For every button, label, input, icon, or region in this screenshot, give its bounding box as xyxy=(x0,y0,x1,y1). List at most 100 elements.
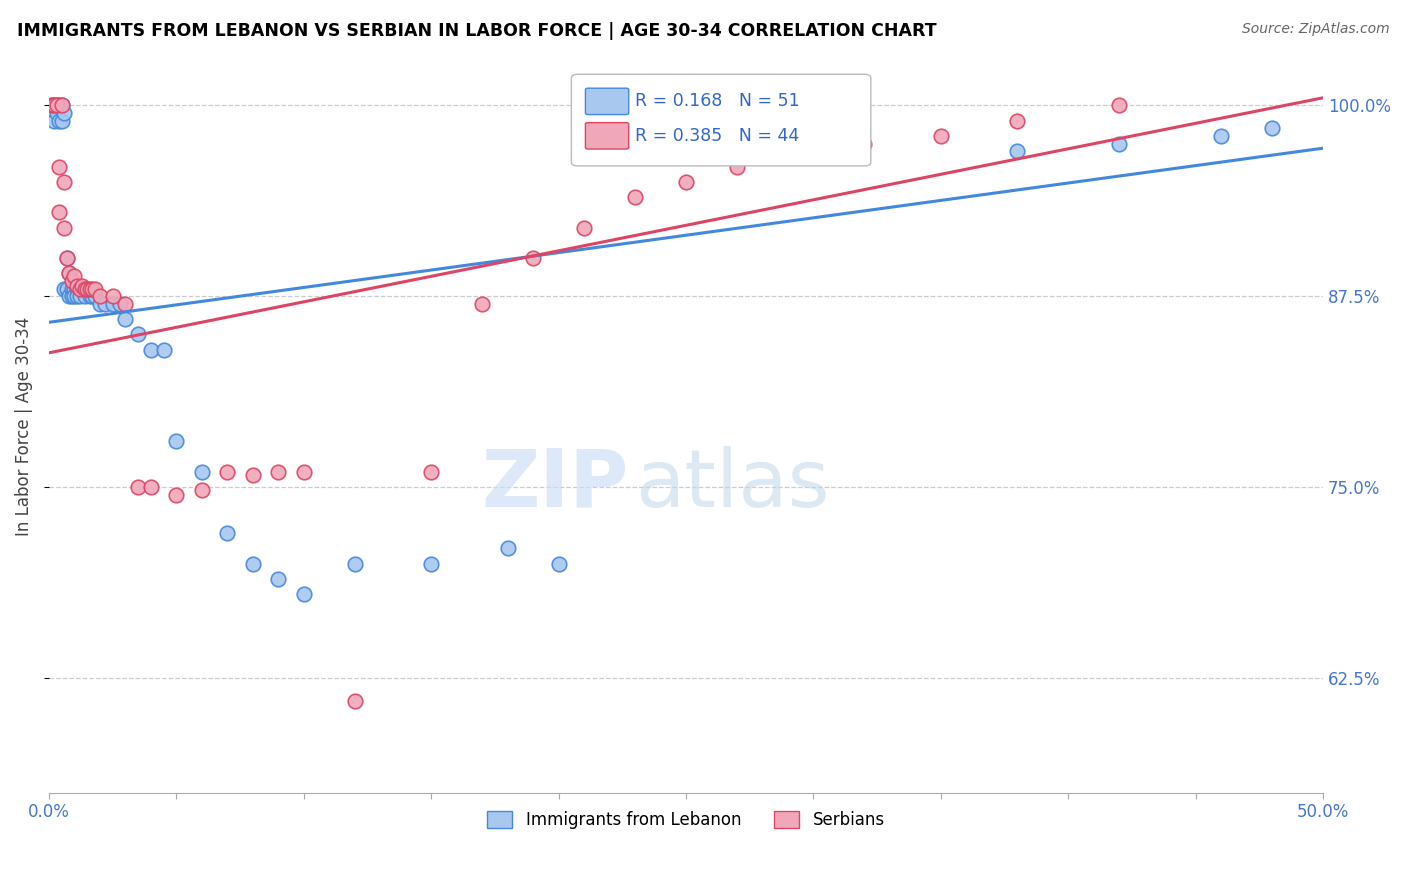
Point xyxy=(89,297,111,311)
Point xyxy=(101,289,124,303)
Point xyxy=(853,136,876,151)
Point xyxy=(803,145,825,159)
FancyBboxPatch shape xyxy=(571,74,870,166)
Point xyxy=(110,297,132,311)
Point xyxy=(79,289,101,303)
Point xyxy=(572,220,595,235)
Point xyxy=(165,434,187,449)
Point xyxy=(58,267,80,281)
Point xyxy=(48,98,70,112)
Text: atlas: atlas xyxy=(636,446,830,524)
Point xyxy=(63,269,86,284)
Point xyxy=(76,282,98,296)
Point xyxy=(1211,128,1233,143)
Point xyxy=(191,483,214,498)
Point xyxy=(48,113,70,128)
Point xyxy=(48,205,70,219)
Point xyxy=(929,128,952,143)
Point xyxy=(66,289,89,303)
Y-axis label: In Labor Force | Age 30-34: In Labor Force | Age 30-34 xyxy=(15,317,32,536)
Point xyxy=(53,282,76,296)
Legend: Immigrants from Lebanon, Serbians: Immigrants from Lebanon, Serbians xyxy=(481,804,891,836)
Point xyxy=(73,289,96,303)
Point xyxy=(1007,113,1029,128)
Point xyxy=(42,98,65,112)
Point xyxy=(66,278,89,293)
Point xyxy=(60,289,83,303)
Point xyxy=(56,251,79,265)
Point xyxy=(217,465,239,479)
Point xyxy=(139,343,162,357)
Point xyxy=(94,297,117,311)
Point xyxy=(83,282,105,296)
Point xyxy=(79,282,101,296)
Point xyxy=(51,98,73,112)
Point xyxy=(624,190,647,204)
Point xyxy=(63,289,86,303)
Point xyxy=(70,282,93,296)
Point xyxy=(60,274,83,288)
Point xyxy=(82,282,104,296)
Point xyxy=(152,343,174,357)
Point xyxy=(42,98,65,112)
Point xyxy=(292,465,315,479)
Point xyxy=(56,251,79,265)
Point xyxy=(41,98,63,112)
Point xyxy=(420,557,443,571)
Point xyxy=(66,282,89,296)
Point xyxy=(83,289,105,303)
Point xyxy=(522,251,544,265)
Point xyxy=(127,327,149,342)
Point xyxy=(70,278,93,293)
Point xyxy=(48,160,70,174)
Point xyxy=(82,289,104,303)
Point xyxy=(547,557,569,571)
Text: Source: ZipAtlas.com: Source: ZipAtlas.com xyxy=(1241,22,1389,37)
Point xyxy=(139,480,162,494)
Point xyxy=(73,282,96,296)
Point xyxy=(496,541,519,556)
Point xyxy=(53,175,76,189)
Point xyxy=(58,267,80,281)
Point xyxy=(420,465,443,479)
Point xyxy=(343,694,366,708)
Point xyxy=(45,98,67,112)
Point xyxy=(51,98,73,112)
Point xyxy=(53,106,76,120)
Point xyxy=(165,488,187,502)
Text: ZIP: ZIP xyxy=(481,446,628,524)
Point xyxy=(217,526,239,541)
Point xyxy=(56,282,79,296)
Point xyxy=(41,98,63,112)
Point xyxy=(114,297,136,311)
Text: R = 0.385   N = 44: R = 0.385 N = 44 xyxy=(636,127,800,145)
Point xyxy=(45,98,67,112)
Point xyxy=(69,289,91,303)
FancyBboxPatch shape xyxy=(585,122,628,149)
Point xyxy=(242,468,264,483)
Point xyxy=(53,220,76,235)
Point xyxy=(51,113,73,128)
Point xyxy=(114,312,136,326)
Point xyxy=(471,297,494,311)
Point xyxy=(267,572,290,586)
Text: R = 0.168   N = 51: R = 0.168 N = 51 xyxy=(636,92,800,110)
Point xyxy=(42,113,65,128)
Point xyxy=(191,465,214,479)
FancyBboxPatch shape xyxy=(585,88,628,114)
Point xyxy=(69,282,91,296)
Point xyxy=(1261,121,1284,136)
Point xyxy=(127,480,149,494)
Point xyxy=(63,282,86,296)
Point xyxy=(292,587,315,601)
Text: IMMIGRANTS FROM LEBANON VS SERBIAN IN LABOR FORCE | AGE 30-34 CORRELATION CHART: IMMIGRANTS FROM LEBANON VS SERBIAN IN LA… xyxy=(17,22,936,40)
Point xyxy=(69,282,91,296)
Point xyxy=(101,297,124,311)
Point xyxy=(343,557,366,571)
Point xyxy=(242,557,264,571)
Point xyxy=(60,282,83,296)
Point xyxy=(45,106,67,120)
Point xyxy=(1108,98,1130,112)
Point xyxy=(267,465,290,479)
Point xyxy=(1007,145,1029,159)
